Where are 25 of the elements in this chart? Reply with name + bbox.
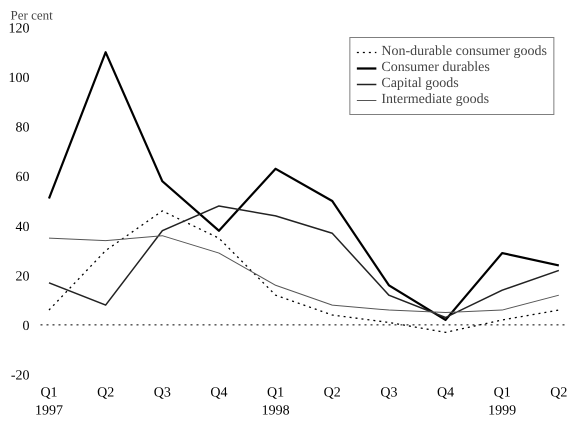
x-tick-label: Q3 xyxy=(380,386,398,400)
legend-label: Intermediate goods xyxy=(381,92,490,108)
x-tick-label: Q4 xyxy=(210,386,228,400)
y-tick-label: 120 xyxy=(8,22,30,36)
y-tick-label: 0 xyxy=(22,318,30,334)
y-tick-label: -20 xyxy=(10,368,30,384)
x-tick-label: Q1 1999 xyxy=(488,386,516,418)
legend-label: Consumer durables xyxy=(381,60,490,76)
line-series xyxy=(48,205,560,318)
y-axis-title: Per cent xyxy=(10,8,54,22)
x-tick-label: Q2 xyxy=(324,386,341,400)
legend-label: Capital goods xyxy=(381,76,459,92)
y-tick-label: 40 xyxy=(16,220,30,235)
y-tick-label: 60 xyxy=(16,170,30,186)
y-tick-label: 80 xyxy=(16,120,30,136)
line-series xyxy=(48,235,560,314)
y-tick-label: 20 xyxy=(16,269,30,284)
x-tick-label: Q2 xyxy=(97,386,114,400)
x-tick-label: Q1 1998 xyxy=(262,386,290,418)
legend-label: Non-durable consumer goods xyxy=(381,44,547,60)
x-tick-label: Q3 xyxy=(154,386,171,400)
x-tick-label: Q4 xyxy=(436,386,454,400)
x-tick-label: Q2 xyxy=(550,386,568,400)
y-tick-label: 100 xyxy=(8,71,30,86)
x-tick-label: Q1 1997 xyxy=(34,386,63,418)
